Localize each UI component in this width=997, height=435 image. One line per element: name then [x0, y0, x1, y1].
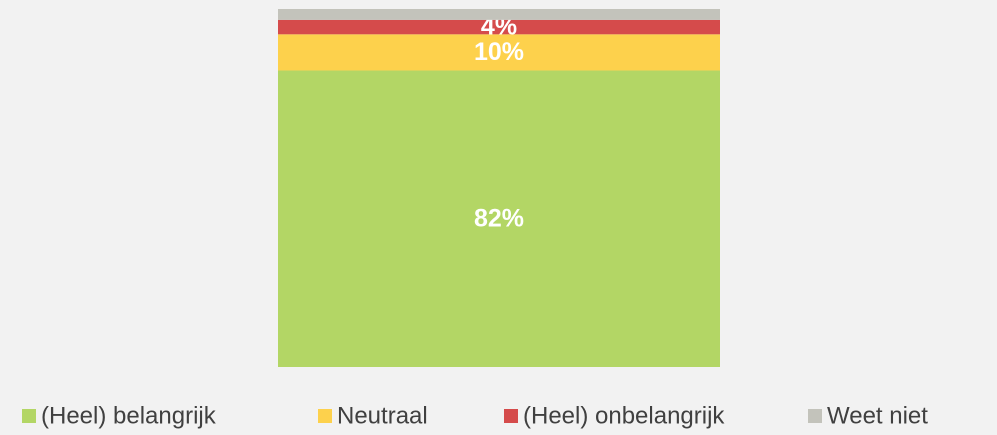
bar-segment — [278, 70, 720, 368]
legend-label: (Heel) onbelangrijk — [523, 402, 725, 429]
legend-swatch — [808, 409, 822, 423]
legend-swatch — [22, 409, 36, 423]
legend-swatch — [318, 409, 332, 423]
data-label: 10% — [474, 38, 524, 66]
bar-segment — [278, 9, 720, 20]
bar-segment — [278, 19, 720, 35]
data-label: 82% — [474, 204, 524, 232]
bar-segment — [278, 34, 720, 71]
legend-label: Weet niet — [827, 402, 928, 429]
legend-swatch — [504, 409, 518, 423]
legend-label: Neutraal — [337, 402, 428, 429]
legend-label: (Heel) belangrijk — [41, 402, 217, 429]
